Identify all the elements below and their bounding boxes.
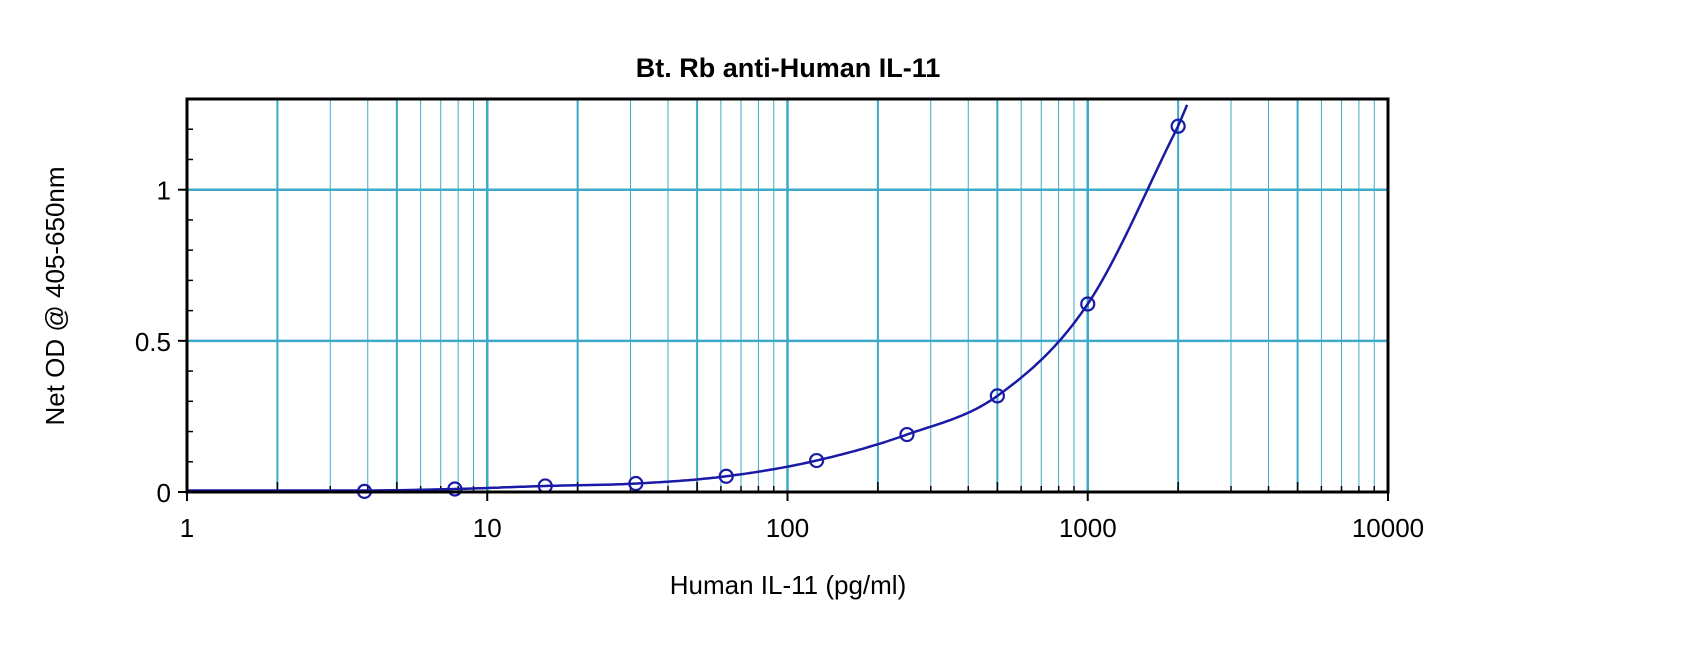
data-point bbox=[447, 481, 463, 497]
y-tick-labels: 00.51 bbox=[135, 176, 171, 508]
x-tick-label: 100 bbox=[766, 513, 809, 543]
chart-title: Bt. Rb anti-Human IL-11 bbox=[636, 53, 941, 83]
x-tick-label: 1 bbox=[180, 513, 194, 543]
x-tick-label: 10 bbox=[473, 513, 502, 543]
y-tick-label: 0 bbox=[157, 478, 171, 508]
data-point bbox=[1080, 296, 1096, 312]
fit-curve bbox=[187, 104, 1189, 492]
grid-major bbox=[185, 99, 1390, 492]
data-point bbox=[1170, 118, 1186, 134]
grid-minor bbox=[329, 99, 1375, 492]
x-tick-label: 1000 bbox=[1059, 513, 1117, 543]
plot-frame bbox=[185, 97, 1390, 494]
y-tick-label: 0.5 bbox=[135, 327, 171, 357]
axis-ticks bbox=[178, 128, 1389, 501]
y-axis-label: Net OD @ 405-650nm bbox=[40, 166, 70, 425]
x-axis-label: Human IL-11 (pg/ml) bbox=[670, 570, 907, 600]
data-point bbox=[718, 468, 734, 484]
data-point bbox=[989, 388, 1005, 404]
x-tick-label: 10000 bbox=[1352, 513, 1424, 543]
fit-curve-layer bbox=[187, 104, 1189, 492]
data-point bbox=[628, 475, 644, 492]
data-points bbox=[356, 118, 1186, 499]
data-point bbox=[808, 452, 825, 469]
data-point bbox=[899, 426, 915, 443]
x-tick-labels: 1 10 100 1000 10000 bbox=[180, 513, 1424, 543]
y-tick-label: 1 bbox=[157, 176, 171, 206]
